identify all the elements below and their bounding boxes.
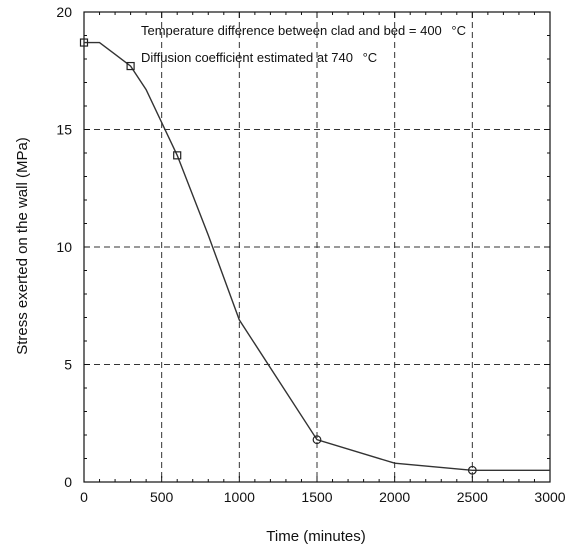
x-tick-label: 2500 [457, 489, 488, 505]
data-point-circle [467, 465, 477, 475]
annotation-temperature-text: Temperature difference between clad and … [141, 23, 442, 38]
annotation-diffusion: Diffusion coefficient estimated at 740 °… [141, 50, 377, 65]
y-tick-label: 10 [56, 239, 72, 255]
series-layer [79, 38, 550, 475]
data-point-square [173, 151, 182, 160]
y-tick-label: 15 [56, 122, 72, 138]
y-axis-label: Stress exerted on the wall (MPa) [14, 137, 31, 355]
annotation-temperature-unit: °C [451, 23, 466, 38]
series-line [84, 41, 550, 471]
data-point-square [126, 61, 135, 71]
y-tick-label: 5 [64, 357, 72, 373]
grid-layer [84, 12, 550, 482]
x-tick-label: 2000 [379, 489, 410, 505]
annotation-diffusion-unit: °C [363, 50, 378, 65]
annotation-diffusion-text: Diffusion coefficient estimated at 740 [141, 50, 353, 65]
annotation-layer: Temperature difference between clad and … [141, 23, 466, 65]
x-tick-label: 1500 [301, 489, 332, 505]
data-point-circle [312, 435, 322, 445]
data-point-square [79, 38, 89, 47]
x-tick-label: 500 [150, 489, 174, 505]
ticks-layer: 0 500 1000 1500 2000 2500 3000 0 5 10 15 20 [56, 4, 565, 505]
x-tick-label: 0 [80, 489, 88, 505]
y-tick-label: 0 [64, 474, 72, 490]
y-tick-label: 20 [56, 4, 72, 20]
x-tick-label: 3000 [534, 489, 565, 505]
x-tick-label: 1000 [224, 489, 255, 505]
x-axis-label: Time (minutes) [266, 528, 365, 545]
annotation-temperature: Temperature difference between clad and … [141, 23, 466, 38]
